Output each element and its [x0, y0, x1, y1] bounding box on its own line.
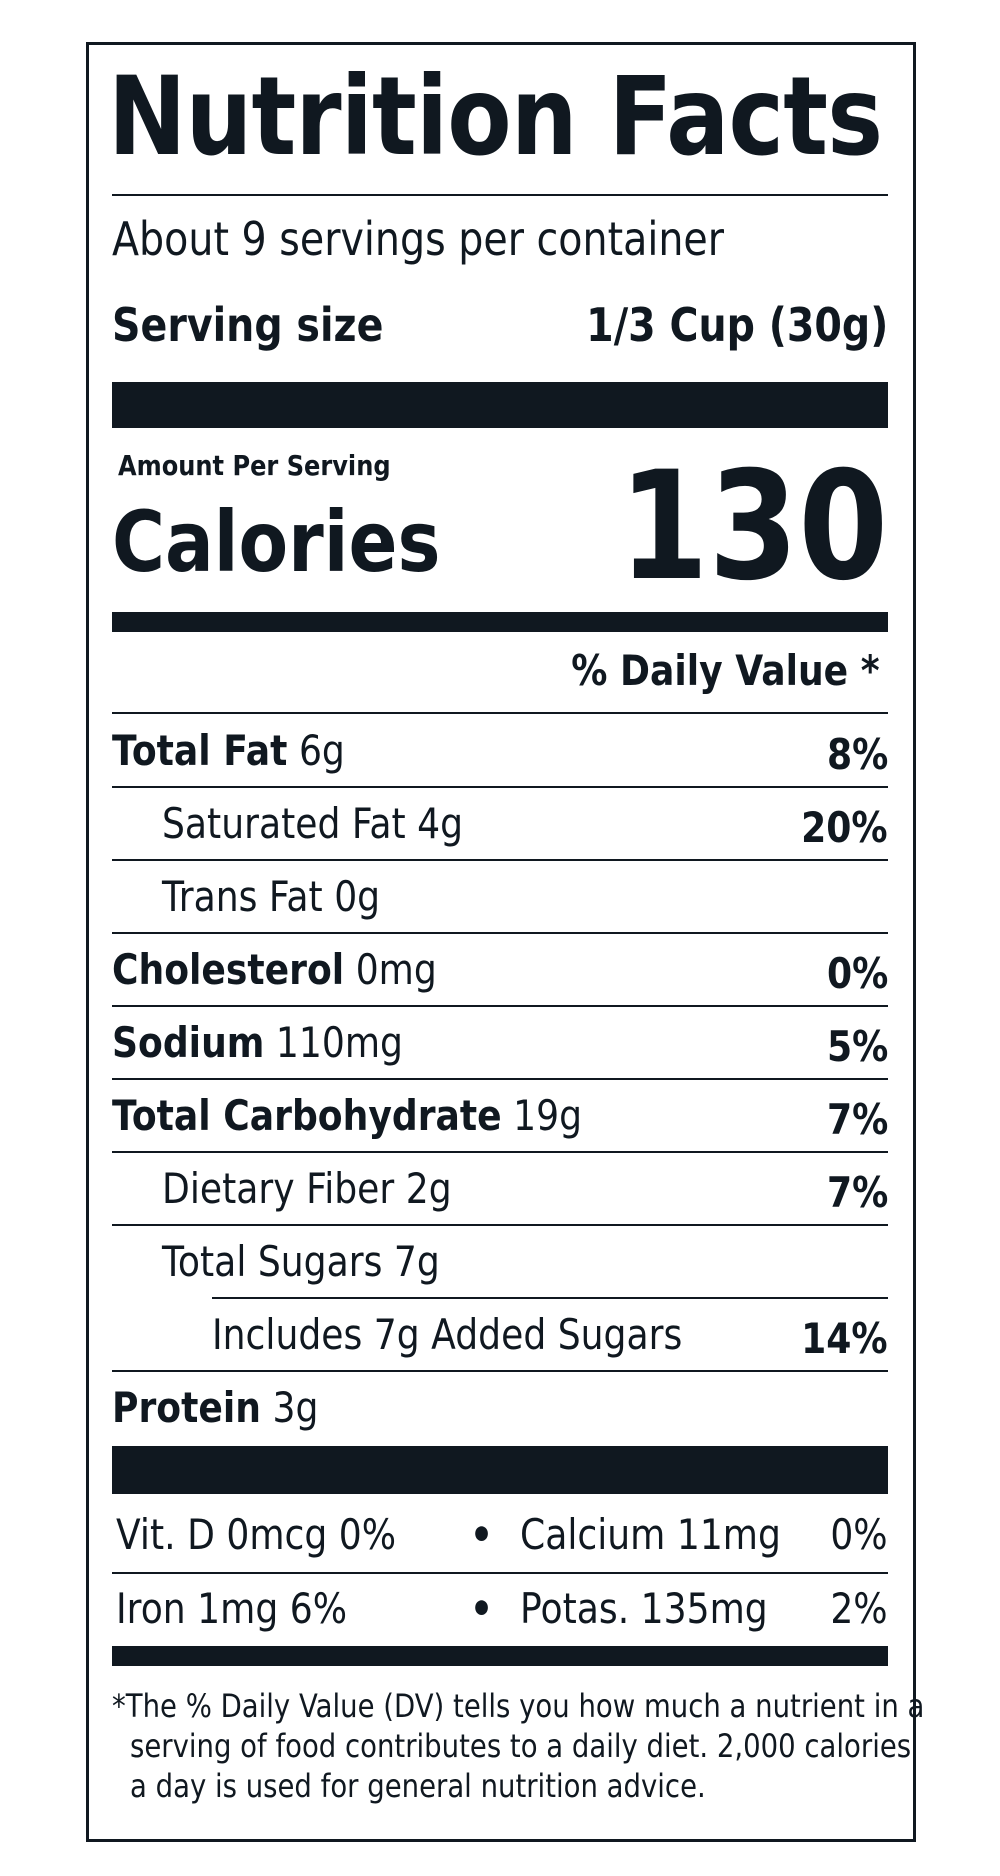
nutrient-row-cholesterol: Cholesterol 0mg — [112, 949, 437, 991]
nutrition-label-panel — [86, 42, 916, 1842]
nutrient-dv-saturated-fat: 20% — [801, 803, 888, 852]
nutrient-dv-dietary-fiber: 7% — [826, 1168, 888, 1217]
nutrient-row-dietary-fiber: Dietary Fiber 2g — [162, 1168, 452, 1210]
nutrient-row-added-sugars: Includes 7g Added Sugars — [212, 1314, 682, 1356]
row-divider — [112, 1151, 888, 1153]
serving-size-label: Serving size — [112, 298, 384, 352]
nutrient-dv-total-fat: 8% — [826, 730, 888, 779]
vitamin-d-entry: Vit. D 0mcg 0% — [116, 1510, 397, 1559]
nutrient-name: Trans Fat — [162, 872, 323, 921]
nutrient-name: Saturated Fat — [162, 799, 406, 848]
nutrient-name: Includes 7g Added Sugars — [212, 1310, 683, 1359]
iron-entry: Iron 1mg 6% — [116, 1584, 348, 1633]
potassium-entry: Potas. 135mg — [520, 1584, 768, 1633]
vitamins-thick-bar — [112, 1646, 888, 1666]
nutrient-row-saturated-fat: Saturated Fat 4g — [162, 803, 463, 845]
nutrient-dv-cholesterol: 0% — [826, 949, 888, 998]
nutrient-amount: 4g — [417, 799, 464, 848]
nutrient-dv-sodium: 5% — [826, 1022, 888, 1071]
row-divider — [112, 859, 888, 861]
calcium-dv: 0% — [830, 1510, 888, 1559]
row-divider — [112, 786, 888, 788]
bullet-separator: • — [470, 1510, 494, 1559]
calories-thick-bar — [112, 612, 888, 632]
nutrient-row-protein: Protein 3g — [112, 1387, 318, 1429]
row-divider — [112, 1572, 888, 1574]
calcium-entry: Calcium 11mg — [520, 1510, 781, 1559]
nutrient-name: Total Carbohydrate — [112, 1091, 502, 1140]
footnote-line-1: *The % Daily Value (DV) tells you how mu… — [112, 1687, 925, 1725]
bullet-separator: • — [470, 1584, 494, 1633]
nutrient-name: Dietary Fiber — [162, 1164, 395, 1213]
nutrient-dv-added-sugars: 14% — [801, 1314, 888, 1363]
nutrient-name: Sodium — [112, 1018, 265, 1067]
nutrient-amount: 0mg — [355, 945, 437, 994]
row-divider-indented — [212, 1297, 888, 1299]
row-divider — [112, 1224, 888, 1226]
nutrient-row-trans-fat: Trans Fat 0g — [162, 876, 380, 918]
servings-per-container: About 9 servings per container — [112, 212, 725, 266]
nutrient-amount: 110mg — [275, 1018, 403, 1067]
nutrient-name: Cholesterol — [112, 945, 345, 994]
nutrient-name: Protein — [112, 1383, 261, 1432]
calories-value: 130 — [618, 440, 888, 614]
nutrient-amount: 0g — [334, 872, 381, 921]
row-divider — [112, 1005, 888, 1007]
daily-value-header: % Daily Value * — [571, 646, 880, 695]
nutrient-amount: 6g — [298, 726, 345, 775]
nutrient-row-sodium: Sodium 110mg — [112, 1022, 403, 1064]
row-divider — [112, 1078, 888, 1080]
footnote-line-2: serving of food contributes to a daily d… — [130, 1727, 912, 1765]
calories-label: Calories — [112, 493, 441, 591]
potassium-dv: 2% — [830, 1584, 888, 1633]
title-divider — [112, 194, 888, 196]
nutrient-amount: 3g — [272, 1383, 319, 1432]
serving-size-value: 1/3 Cup (30g) — [585, 298, 888, 352]
nutrient-row-total-sugars: Total Sugars 7g — [162, 1241, 440, 1283]
nutrient-row-total-fat: Total Fat 6g — [112, 730, 345, 772]
row-divider — [112, 1370, 888, 1372]
nutrient-name: Total Sugars — [162, 1237, 383, 1286]
nutrient-amount: 7g — [393, 1237, 440, 1286]
nutrient-amount: 2g — [405, 1164, 452, 1213]
nutrient-row-total-carbohydrate: Total Carbohydrate 19g — [112, 1095, 582, 1137]
nutrient-dv-total-carbohydrate: 7% — [826, 1095, 888, 1144]
nutrient-name: Total Fat — [112, 726, 288, 775]
footnote-line-3: a day is used for general nutrition advi… — [130, 1767, 706, 1805]
amount-per-serving-label: Amount Per Serving — [118, 449, 391, 482]
protein-thick-bar — [112, 1446, 888, 1494]
nutrient-amount: 19g — [513, 1091, 583, 1140]
label-title: Nutrition Facts — [108, 53, 883, 180]
row-divider — [112, 932, 888, 934]
serving-thick-bar — [112, 382, 888, 428]
dv-divider — [112, 712, 888, 714]
